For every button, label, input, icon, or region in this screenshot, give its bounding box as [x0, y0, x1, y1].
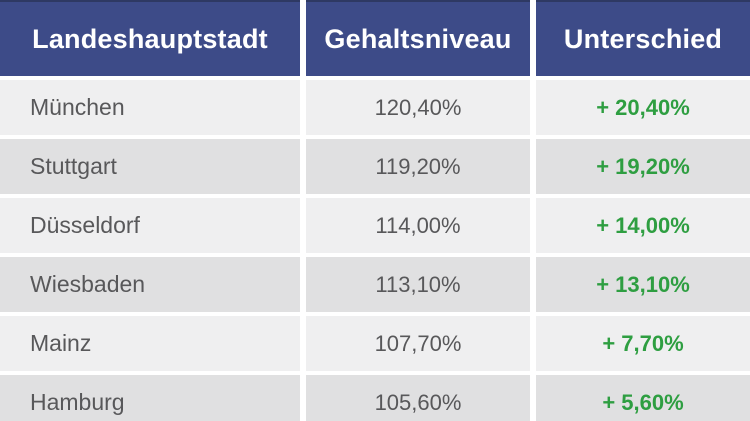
table-cell-city: Mainz	[0, 316, 300, 371]
table-cell-diff: + 7,70%	[536, 316, 750, 371]
column-header-unterschied: Unterschied	[536, 0, 750, 76]
table-cell-level: 105,60%	[306, 375, 530, 421]
table-cell-level: 119,20%	[306, 139, 530, 194]
table-cell-city: München	[0, 80, 300, 135]
table-cell-diff: + 19,20%	[536, 139, 750, 194]
table-cell-city: Stuttgart	[0, 139, 300, 194]
table-cell-diff: + 13,10%	[536, 257, 750, 312]
table-cell-city: Wiesbaden	[0, 257, 300, 312]
table-cell-city: Düsseldorf	[0, 198, 300, 253]
table-cell-level: 113,10%	[306, 257, 530, 312]
table-cell-level: 107,70%	[306, 316, 530, 371]
table-cell-level: 114,00%	[306, 198, 530, 253]
column-header-landeshauptstadt: Landeshauptstadt	[0, 0, 300, 76]
table-cell-city: Hamburg	[0, 375, 300, 421]
column-header-gehaltsniveau: Gehaltsniveau	[306, 0, 530, 76]
table-cell-level: 120,40%	[306, 80, 530, 135]
table-cell-diff: + 5,60%	[536, 375, 750, 421]
table-cell-diff: + 14,00%	[536, 198, 750, 253]
table-cell-diff: + 20,40%	[536, 80, 750, 135]
